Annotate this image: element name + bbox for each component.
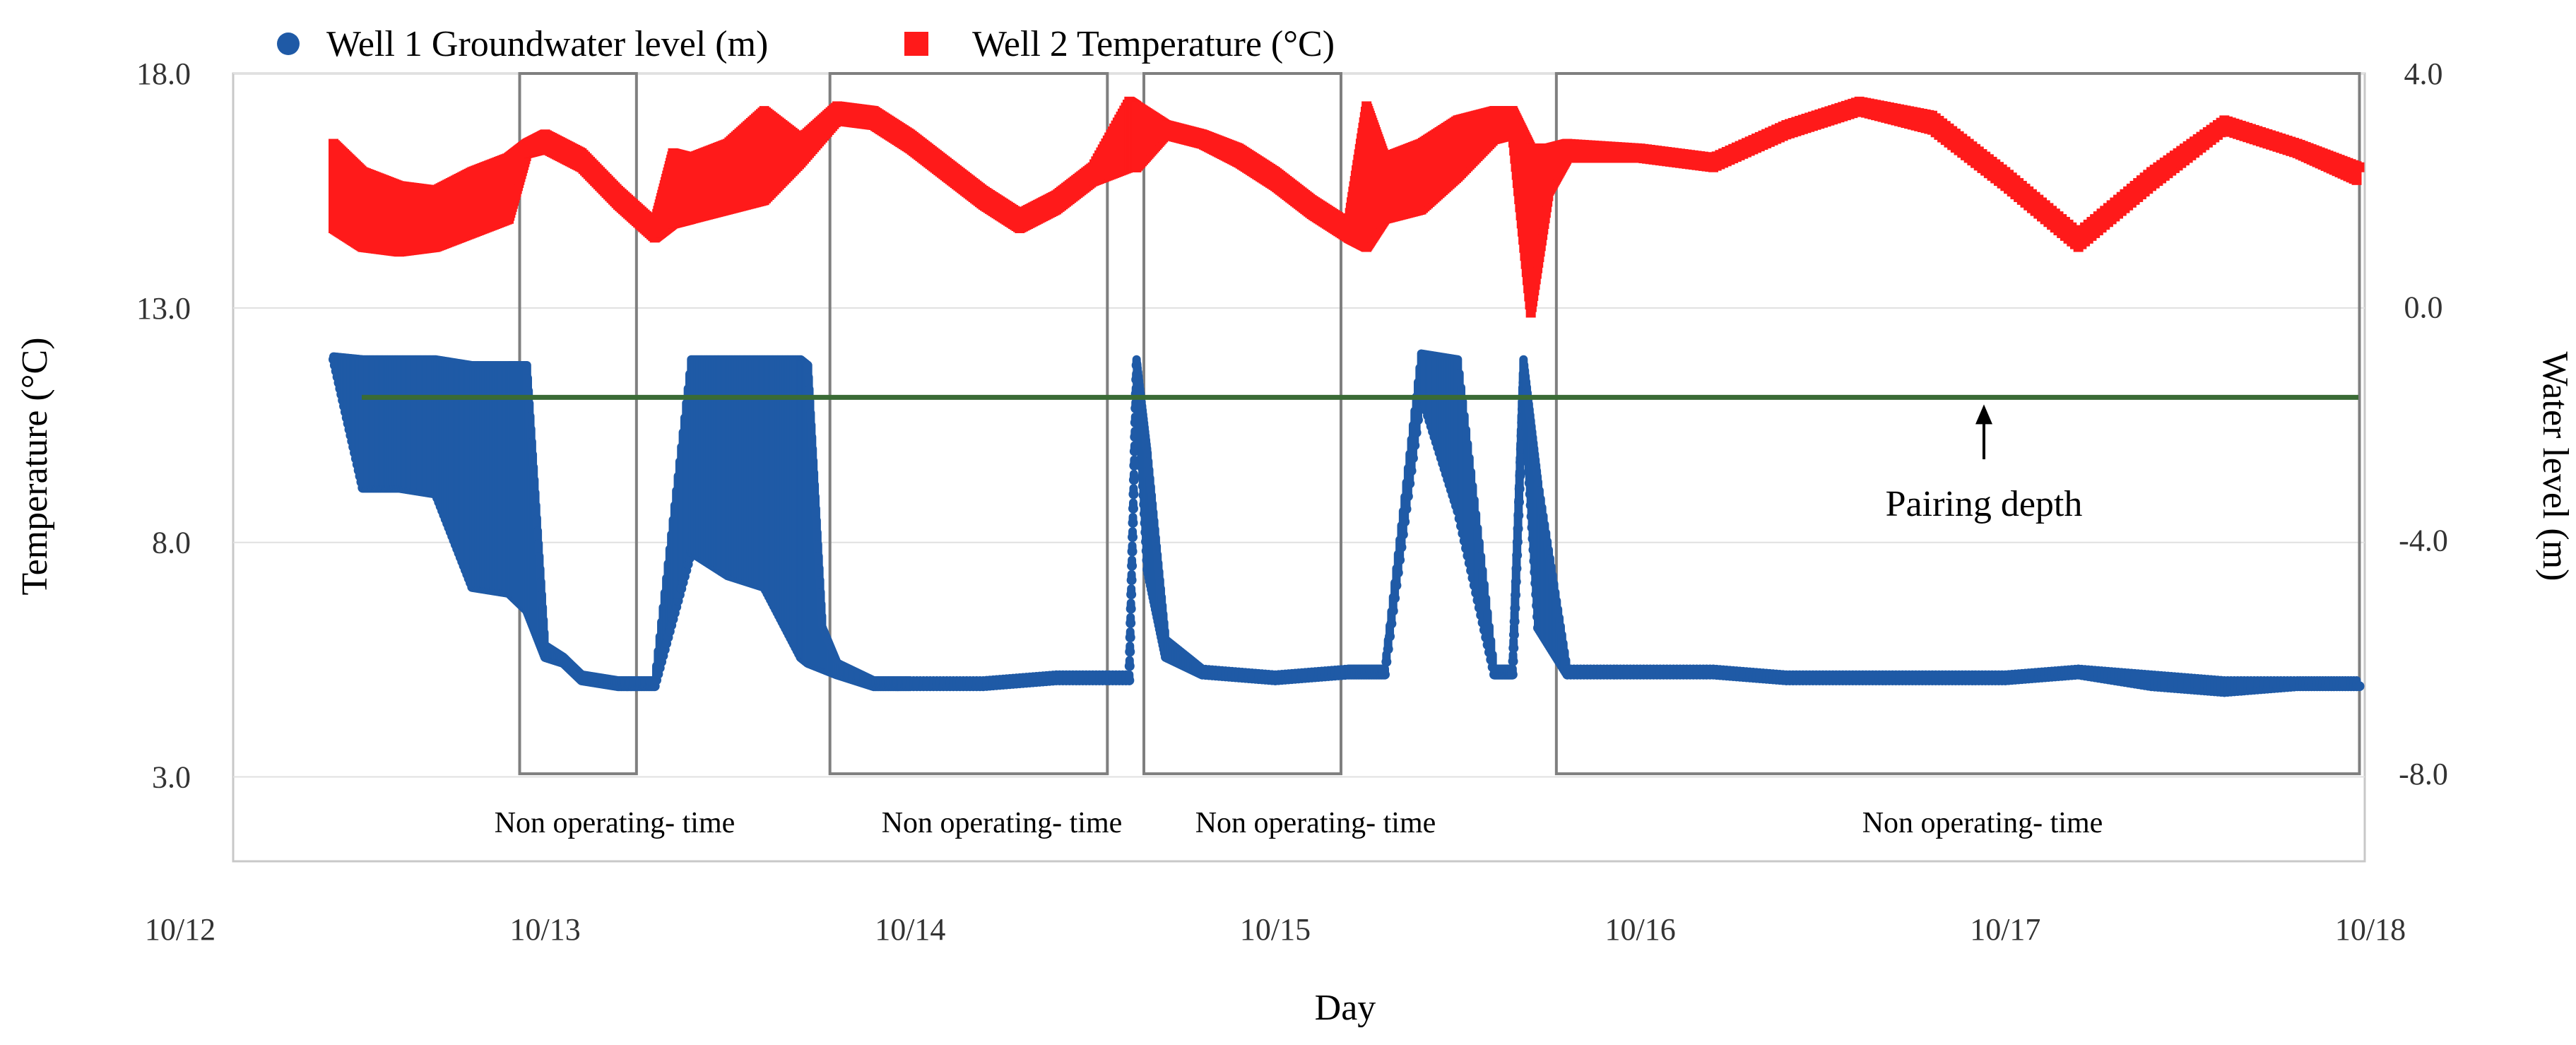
y-left-tick-label: 18.0 (136, 57, 191, 91)
x-tick-label: 10/16 (1605, 912, 1676, 947)
non-operating-label-4: Non operating- time (1862, 807, 2103, 839)
series-1 (329, 349, 2365, 697)
y-right-axis-title: Water level (m) (2535, 352, 2575, 581)
series-layer (329, 96, 2365, 697)
y-left-tick-label: 3.0 (152, 760, 191, 795)
non-operating-box-2 (828, 72, 1109, 776)
x-tick-label: 10/18 (2335, 912, 2406, 947)
series-2 (329, 96, 2365, 318)
pairing-depth-label: Pairing depth (1886, 484, 2083, 524)
non-operating-label-3: Non operating- time (1195, 807, 1436, 839)
non-operating-box-4 (1554, 72, 2361, 776)
y-right-tick-label: -8.0 (2399, 757, 2448, 791)
x-axis-title: Day (1315, 988, 1376, 1028)
non-operating-label-2: Non operating- time (882, 807, 1123, 839)
x-tick-label: 10/13 (510, 912, 581, 947)
y-right-tick-label: 0.0 (2404, 290, 2443, 324)
data-point (2354, 681, 2365, 692)
pairing-arrow-head (1975, 404, 1992, 425)
red-square-marker-icon (904, 32, 928, 56)
tick-labels: 18.0 13.0 8.0 3.0 4.0 0.0 -4.0 -8.0 10/12 10/13 10… (136, 57, 2448, 947)
y-left-axis-title: Temperature (°C) (15, 337, 55, 595)
x-tick-label: 10/14 (875, 912, 945, 947)
legend: Well 1 Groundwater level (m) Well 2 Temp… (277, 24, 1335, 64)
x-tick-label: 10/15 (1240, 912, 1311, 947)
x-tick-label: 10/17 (1970, 912, 2040, 947)
y-right-tick-label: 4.0 (2404, 57, 2443, 91)
legend-well2-label: Well 2 Temperature (°C) (972, 24, 1335, 64)
y-left-tick-label: 13.0 (136, 291, 191, 326)
data-point (2354, 162, 2365, 172)
y-right-tick-label: -4.0 (2399, 524, 2448, 558)
legend-well1-label: Well 1 Groundwater level (m) (326, 24, 768, 64)
x-tick-label: 10/12 (145, 912, 215, 947)
y-left-tick-label: 8.0 (152, 526, 191, 560)
non-operating-label-1: Non operating- time (495, 807, 735, 839)
blue-circle-marker-icon (277, 33, 300, 55)
